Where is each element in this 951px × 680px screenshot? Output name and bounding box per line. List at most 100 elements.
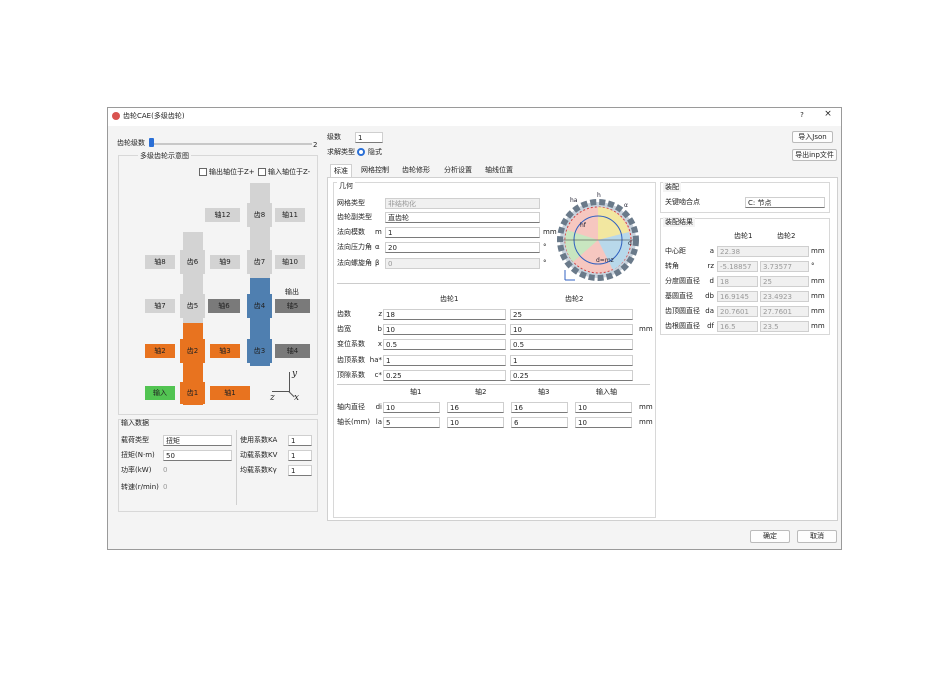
gear-block: 轴5 xyxy=(275,299,310,313)
combo-box[interactable]: 1 xyxy=(355,132,383,143)
field-symbol: m xyxy=(375,228,382,236)
combo-box[interactable]: 扭矩 xyxy=(163,435,232,446)
stage-label: 齿轮级数 xyxy=(117,139,145,147)
button[interactable]: 确定 xyxy=(750,530,790,543)
gear-block: 轴1 xyxy=(210,386,250,400)
button[interactable]: 导入Json xyxy=(792,131,833,143)
field-label: 转角 xyxy=(665,262,679,270)
text-input[interactable]: 10 xyxy=(575,417,632,428)
gear-block: 齿1 xyxy=(180,382,205,404)
schematic-group xyxy=(118,155,318,415)
field-label: 齿根圆直径 xyxy=(665,322,700,330)
column-header: 轴2 xyxy=(475,388,487,396)
gear-block: 轴6 xyxy=(208,299,240,313)
help-button[interactable]: ? xyxy=(800,111,804,119)
combo-box[interactable]: 直齿轮 xyxy=(385,212,540,223)
field-label: 轴内直径 xyxy=(337,403,365,411)
text-input[interactable]: 5 xyxy=(383,417,440,428)
readonly-value: 25 xyxy=(760,276,809,287)
combo-box[interactable]: C: 节点 xyxy=(745,197,825,208)
tab[interactable]: 轴线位置 xyxy=(485,166,513,174)
text-input[interactable]: 1 xyxy=(383,354,506,366)
field-symbol: db xyxy=(705,292,714,300)
text-input[interactable]: 1 xyxy=(510,354,633,366)
close-button[interactable]: × xyxy=(824,109,832,119)
unit: ° xyxy=(543,243,547,251)
button[interactable]: 导出inp文件 xyxy=(792,149,837,161)
text-input[interactable]: 18 xyxy=(383,309,506,320)
text-input[interactable]: 0.25 xyxy=(510,369,633,381)
tab[interactable]: 分析设置 xyxy=(444,166,472,174)
field-label: 级数 xyxy=(327,133,341,141)
checkbox[interactable] xyxy=(199,168,207,176)
gear-block: 轴9 xyxy=(210,255,240,269)
text-input[interactable]: 10 xyxy=(510,324,633,336)
tab[interactable]: 齿轮修形 xyxy=(402,166,430,174)
gear-block: 齿3 xyxy=(247,339,272,363)
tab[interactable]: 网格控制 xyxy=(361,166,389,174)
unit: mm xyxy=(639,325,653,334)
readonly-value: 20.7601 xyxy=(717,306,758,317)
readonly-value: 23.4923 xyxy=(760,291,809,302)
field-symbol: α xyxy=(375,243,380,251)
field-symbol: b xyxy=(377,325,382,334)
gear-block: 齿6 xyxy=(180,250,205,274)
field-label: 动载系数KV xyxy=(240,451,278,459)
checkbox[interactable] xyxy=(258,168,266,176)
gear-block: 轴2 xyxy=(145,344,175,358)
figure-label: d=mz xyxy=(596,257,614,264)
tab[interactable]: 标准 xyxy=(330,164,352,177)
text-input[interactable]: 1 xyxy=(288,450,312,461)
column-header: 齿轮2 xyxy=(565,295,584,303)
text-input[interactable]: 25 xyxy=(510,309,633,320)
readonly-value: 18 xyxy=(717,276,758,287)
field-label: 法向模数 xyxy=(337,228,365,236)
axis-line xyxy=(272,391,290,392)
text-input[interactable]: 1 xyxy=(288,465,312,476)
gear-block: 齿7 xyxy=(247,250,272,274)
field-symbol: c* xyxy=(374,370,382,379)
gear-figure xyxy=(557,199,639,281)
text-input[interactable]: 50 xyxy=(163,450,232,461)
readonly-value: 16.9145 xyxy=(717,291,758,302)
text-input[interactable]: 1 xyxy=(288,435,312,446)
text-input[interactable]: 6 xyxy=(511,417,568,428)
field-label: 功率(kW) xyxy=(121,466,152,474)
text-input[interactable]: 1 xyxy=(385,227,540,238)
figure-label: α xyxy=(624,202,628,209)
group-title: 多级齿轮示意图 xyxy=(138,151,191,161)
axis-label: x xyxy=(294,393,300,403)
text-input[interactable]: 20 xyxy=(385,242,540,253)
group-title: 几何 xyxy=(337,181,355,191)
field-symbol: x xyxy=(377,340,382,349)
field-symbol: la xyxy=(375,418,382,426)
gear-block: 齿8 xyxy=(247,203,272,227)
field-label: 均载系数Kγ xyxy=(240,466,277,474)
text-input[interactable]: 10 xyxy=(383,402,440,413)
text-input[interactable]: 10 xyxy=(383,324,506,336)
text-input[interactable]: 10 xyxy=(575,402,632,413)
slider-handle[interactable] xyxy=(149,138,154,147)
field-label: 法向螺旋角 xyxy=(337,259,372,267)
figure-label: ha xyxy=(570,197,578,204)
gear-block: 轴10 xyxy=(275,255,305,269)
button[interactable]: 取消 xyxy=(797,530,837,543)
text-input[interactable]: 10 xyxy=(447,417,504,428)
group-title: 输入数据 xyxy=(121,419,149,427)
field-label: 网格类型 xyxy=(337,199,365,207)
separator xyxy=(337,283,650,284)
field-label: 关键啮合点 xyxy=(665,198,700,206)
field-symbol: da xyxy=(705,307,714,315)
field-symbol: d xyxy=(709,277,714,285)
field-symbol: z xyxy=(378,310,382,318)
unit: mm xyxy=(639,418,653,426)
radio[interactable] xyxy=(357,148,365,156)
text-input[interactable]: 0.25 xyxy=(383,369,506,381)
gear-block: 轴3 xyxy=(210,344,240,358)
text-input[interactable]: 0.5 xyxy=(510,339,633,351)
separator xyxy=(337,384,650,385)
text-input[interactable]: 16 xyxy=(511,402,568,413)
column-header: 轴1 xyxy=(410,388,422,396)
text-input[interactable]: 0.5 xyxy=(383,339,506,351)
text-input[interactable]: 16 xyxy=(447,402,504,413)
